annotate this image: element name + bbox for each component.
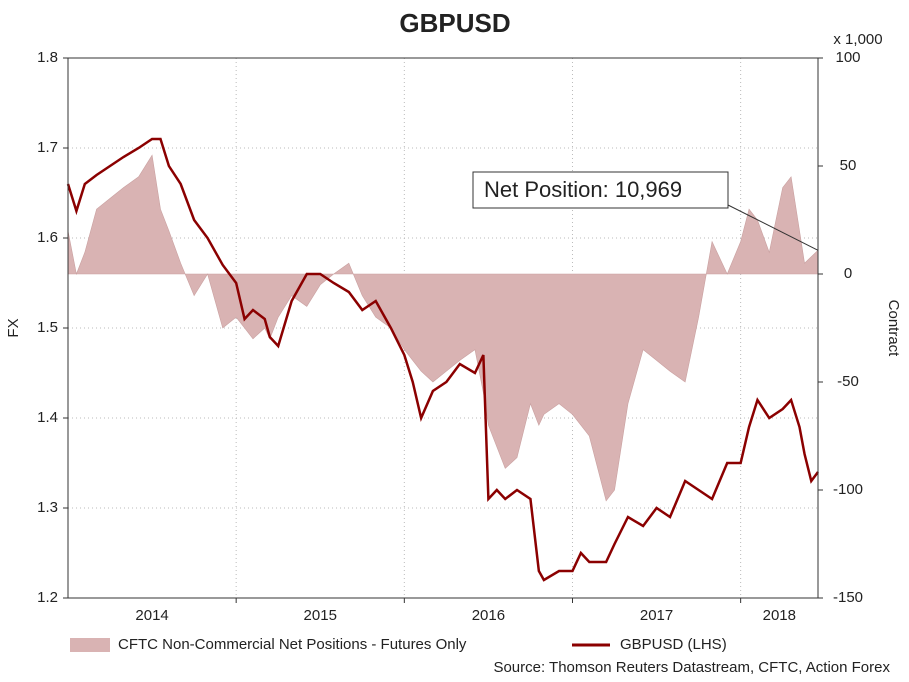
plot-frame — [67, 57, 819, 599]
y-tick-label: 1.8 — [37, 49, 58, 66]
y2-tick-label: -100 — [833, 481, 863, 498]
y-tick-label: 1.6 — [37, 229, 58, 246]
legend-swatch — [70, 638, 110, 652]
y-tick-label: 1.3 — [37, 499, 58, 516]
annotation-box — [472, 171, 729, 209]
annotation-leader — [727, 204, 819, 251]
line — [66, 137, 820, 582]
legend-label: GBPUSD (LHS) — [620, 636, 727, 653]
y2-tick-label: 100 — [835, 49, 860, 66]
x-tick-label: 2017 — [640, 607, 673, 624]
chart-title: GBPUSD — [399, 8, 510, 38]
x-tick-label: 2015 — [304, 607, 337, 624]
x-tick-label: 2016 — [472, 607, 505, 624]
source-note: Source: Thomson Reuters Datastream, CFTC… — [493, 659, 890, 676]
y-tick-label: 1.2 — [37, 589, 58, 606]
y2-tick-label: -50 — [837, 373, 859, 390]
x-tick-label: 2014 — [135, 607, 168, 624]
y2-unit: x 1,000 — [833, 31, 882, 48]
legend-label: CFTC Non-Commercial Net Positions - Futu… — [118, 636, 467, 653]
y2-tick-label: 0 — [844, 265, 852, 282]
y-tick-label: 1.7 — [37, 139, 58, 156]
annotation: Net Position: 10,969 — [484, 177, 682, 202]
y-tick-label: 1.5 — [37, 319, 58, 336]
y2-tick-label: 50 — [840, 157, 857, 174]
y-axis-title: FX — [5, 318, 22, 337]
area — [67, 154, 819, 502]
x-tick-label: 2018 — [763, 607, 796, 624]
y-tick-label: 1.4 — [37, 409, 58, 426]
y2-axis-title: Contract — [885, 300, 902, 358]
y2-tick-label: -150 — [833, 589, 863, 606]
